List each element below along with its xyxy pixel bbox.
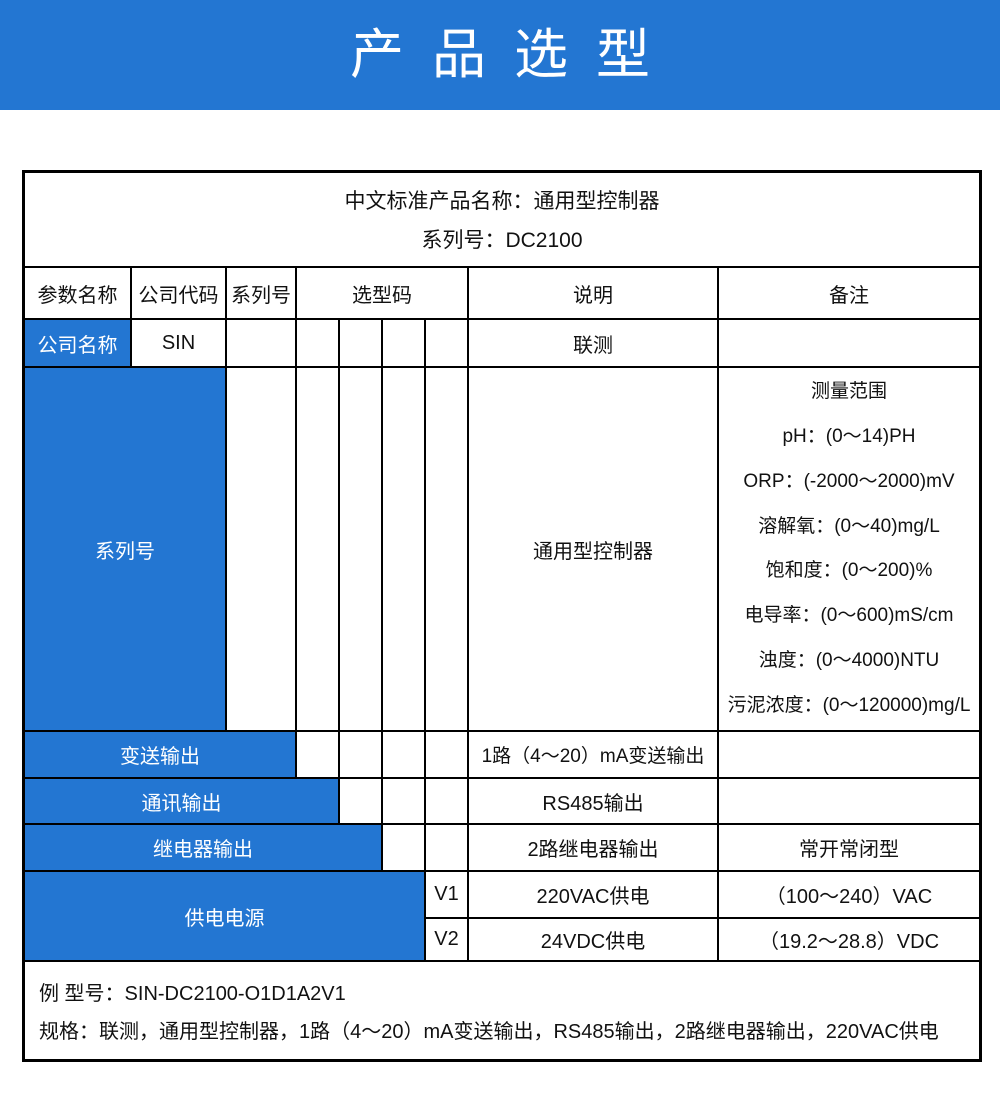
example-model-line: 例 型号：SIN-DC2100-O1D1A2V1 bbox=[39, 982, 346, 1005]
param-company-name: 公司名称 bbox=[25, 320, 132, 368]
empty-cell bbox=[297, 732, 340, 779]
empty-cell bbox=[719, 320, 979, 368]
range-sludge-concentration: 污泥浓度：(0～120000)mg/L bbox=[727, 694, 971, 716]
empty-cell bbox=[340, 320, 383, 368]
empty-cell bbox=[426, 825, 469, 872]
param-comm-output: 通讯输出 bbox=[25, 779, 340, 825]
example-spec-line: 规格：联测，通用型控制器，1路（4～20）mA变送输出，RS485输出，2路继电… bbox=[39, 1021, 939, 1044]
col-header-series: 系列号 bbox=[227, 268, 297, 320]
series-number-line: 系列号：DC2100 bbox=[421, 228, 583, 252]
relay-output-remark: 常开常闭型 bbox=[719, 825, 979, 872]
empty-cell bbox=[297, 320, 340, 368]
example-cell: 例 型号：SIN-DC2100-O1D1A2V1 规格：联测，通用型控制器，1路… bbox=[25, 962, 979, 1059]
col-header-param: 参数名称 bbox=[25, 268, 132, 320]
relay-output-description: 2路继电器输出 bbox=[469, 825, 719, 872]
company-description: 联测 bbox=[469, 320, 719, 368]
param-relay-output: 继电器输出 bbox=[25, 825, 383, 872]
empty-cell bbox=[426, 779, 469, 825]
power-option-desc-v1: 220VAC供电 bbox=[469, 872, 719, 919]
measurement-range-remark: 测量范围 pH：(0～14)PH ORP：(-2000～2000)mV 溶解氧：… bbox=[719, 368, 979, 732]
power-option-remark-v1: （100～240）VAC bbox=[719, 872, 979, 919]
range-dissolved-oxygen: 溶解氧：(0～40)mg/L bbox=[758, 515, 940, 537]
empty-cell bbox=[227, 320, 297, 368]
power-option-code-v2: V2 bbox=[426, 919, 469, 962]
product-name-line: 中文标准产品名称：通用型控制器 bbox=[344, 190, 660, 214]
comm-output-description: RS485输出 bbox=[469, 779, 719, 825]
col-header-remark: 备注 bbox=[719, 268, 979, 320]
empty-cell bbox=[340, 732, 383, 779]
col-header-description: 说明 bbox=[469, 268, 719, 320]
range-saturation: 饱和度：(0～200)% bbox=[765, 560, 933, 582]
range-ph: pH：(0～14)PH bbox=[782, 426, 916, 448]
empty-cell bbox=[426, 368, 469, 732]
empty-cell bbox=[426, 320, 469, 368]
page-title: 产品选型 bbox=[350, 25, 678, 85]
param-series: 系列号 bbox=[25, 368, 227, 732]
empty-cell bbox=[297, 368, 340, 732]
empty-cell bbox=[383, 320, 426, 368]
empty-cell bbox=[719, 779, 979, 825]
power-option-code-v1: V1 bbox=[426, 872, 469, 919]
param-transmit-output: 变送输出 bbox=[25, 732, 297, 779]
col-header-company-code: 公司代码 bbox=[132, 268, 227, 320]
measurement-range-title: 测量范围 bbox=[810, 381, 887, 403]
range-conductivity: 电导率：(0～600)mS/cm bbox=[744, 605, 954, 627]
col-header-selection-code: 选型码 bbox=[297, 268, 469, 320]
empty-cell bbox=[340, 779, 383, 825]
table-title-cell: 中文标准产品名称：通用型控制器 系列号：DC2100 bbox=[25, 173, 979, 268]
range-turbidity: 浊度：(0～4000)NTU bbox=[758, 649, 940, 671]
empty-cell bbox=[340, 368, 383, 732]
transmit-output-description: 1路（4～20）mA变送输出 bbox=[469, 732, 719, 779]
empty-cell bbox=[227, 368, 297, 732]
empty-cell bbox=[426, 732, 469, 779]
series-description: 通用型控制器 bbox=[469, 368, 719, 732]
range-orp: ORP：(-2000～2000)mV bbox=[743, 470, 955, 492]
page-banner: 产品选型 bbox=[0, 0, 1000, 110]
power-option-remark-v2: （19.2～28.8）VDC bbox=[719, 919, 979, 962]
empty-cell bbox=[383, 732, 426, 779]
param-power-supply: 供电电源 bbox=[25, 872, 426, 962]
company-code-value: SIN bbox=[132, 320, 227, 368]
empty-cell bbox=[383, 779, 426, 825]
empty-cell bbox=[719, 732, 979, 779]
product-selection-table: 中文标准产品名称：通用型控制器 系列号：DC2100 参数名称 公司代码 系列号… bbox=[22, 170, 982, 1062]
empty-cell bbox=[383, 368, 426, 732]
empty-cell bbox=[383, 825, 426, 872]
power-option-desc-v2: 24VDC供电 bbox=[469, 919, 719, 962]
